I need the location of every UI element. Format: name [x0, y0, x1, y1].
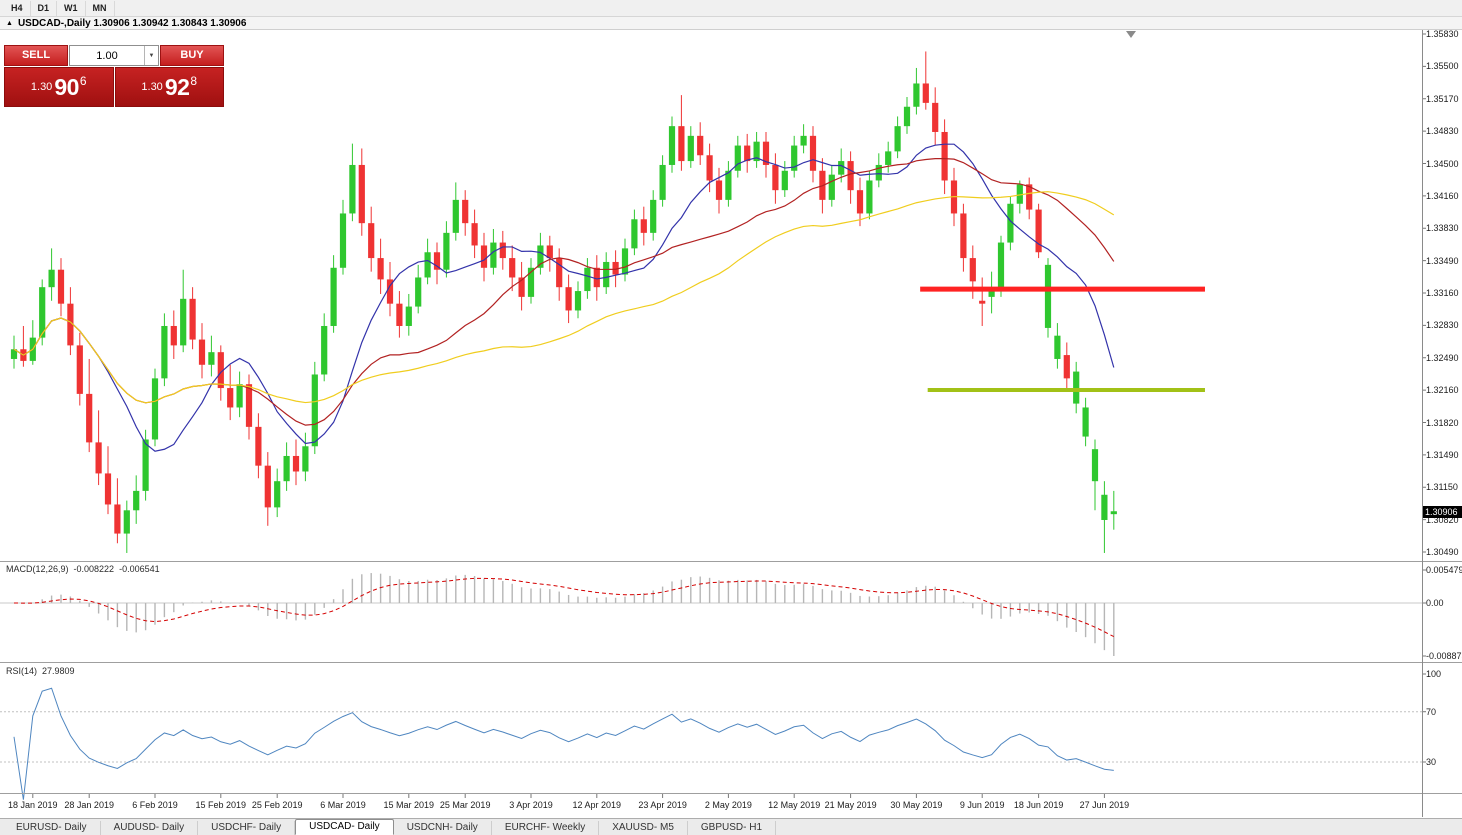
- price-axis-label: 1.32830: [1426, 320, 1459, 331]
- buy-price-pipette: 8: [190, 74, 198, 88]
- macd-axis-label: 0.005479: [1426, 565, 1462, 575]
- ma-medium-line: [13, 157, 1115, 426]
- price-axis-label: 1.33490: [1426, 255, 1459, 266]
- chart-tab-bar: EURUSD- Daily AUDUSD- Daily USDCHF- Daily U…: [0, 818, 1462, 835]
- rsi-axis-label: 70: [1426, 706, 1437, 717]
- date-axis-label: 12 May 2019: [768, 800, 821, 810]
- macd-axis-label: -0.008875: [1426, 651, 1462, 661]
- date-axis-label: 15 Mar 2019: [383, 800, 435, 810]
- date-axis-label: 25 Feb 2019: [251, 800, 303, 810]
- macd-name: MACD(12,26,9): [6, 564, 69, 574]
- ma-slow-line: [13, 191, 1115, 404]
- date-axis-label: 12 Apr 2019: [572, 800, 622, 810]
- tab-audusd-daily[interactable]: AUDUSD- Daily: [101, 821, 199, 835]
- collapse-chart-icon[interactable]: ▲: [6, 19, 13, 27]
- date-axis-label: 21 May 2019: [824, 800, 877, 810]
- price-axis-label: 1.35170: [1426, 93, 1459, 104]
- macd-signal-value: -0.006541: [119, 564, 160, 574]
- price-axis-label: 1.34500: [1426, 158, 1459, 169]
- price-axis-label: 1.31820: [1426, 417, 1459, 428]
- candlestick-series[interactable]: [10, 51, 1117, 553]
- timeframe-button-mn[interactable]: MN: [86, 0, 115, 16]
- date-axis-label: 2 May 2019: [704, 800, 752, 810]
- tab-gbpusd-h1[interactable]: GBPUSD- H1: [688, 821, 777, 835]
- rsi-name: RSI(14): [6, 666, 38, 676]
- sell-price-prefix: 1.30: [30, 81, 53, 93]
- date-axis-label: 18 Jan 2019: [8, 800, 58, 810]
- price-axis-label: 1.33830: [1426, 223, 1459, 234]
- price-axis-label: 1.33160: [1426, 288, 1459, 298]
- price-axis-label: 1.35830: [1426, 29, 1459, 39]
- price-axis-label: 1.31150: [1426, 482, 1458, 493]
- tab-usdchf-daily[interactable]: USDCHF- Daily: [198, 821, 296, 835]
- date-axis-label: 9 Jun 2019: [959, 800, 1005, 810]
- buy-price-pips: 92: [164, 73, 190, 100]
- date-axis-label: 28 Jan 2019: [64, 800, 114, 810]
- price-axis-label: 1.30490: [1426, 547, 1459, 557]
- macd-histogram: [22, 573, 1115, 656]
- price-axis-label: 1.35500: [1426, 61, 1459, 72]
- axis-ticks: [32, 33, 1426, 798]
- rsi-axis-label: 30: [1426, 757, 1437, 767]
- timeframe-button-h4[interactable]: H4: [4, 0, 31, 16]
- tab-usdcad-daily[interactable]: USDCAD- Daily: [295, 819, 394, 835]
- macd-axis-label: 0.00: [1426, 598, 1444, 608]
- current-price-badge: 1.30906: [1423, 505, 1462, 518]
- timeframe-toolbar: H4 D1 W1 MN: [0, 0, 1462, 17]
- rsi-label: RSI(14) 27.9809: [6, 666, 80, 676]
- date-axis-label: 23 Apr 2019: [638, 800, 687, 810]
- date-axis-label: 25 Mar 2019: [439, 800, 491, 810]
- timeframe-button-d1[interactable]: D1: [31, 0, 58, 16]
- rsi-axis-label: 100: [1426, 669, 1442, 679]
- timeframe-button-w1[interactable]: W1: [57, 0, 86, 16]
- sell-price-button[interactable]: 1.30 90 6: [4, 67, 114, 107]
- one-click-trading-panel: SELL 1.00 ▼ BUY 1.30 90 6 1.30 92 8: [4, 45, 224, 107]
- price-axis-label: 1.30820: [1426, 514, 1459, 525]
- sell-price-pipette: 6: [79, 74, 87, 88]
- price-axis-label: 1.34830: [1426, 126, 1459, 137]
- buy-price-button[interactable]: 1.30 92 8: [114, 67, 224, 107]
- date-axis-label: 6 Mar 2019: [320, 800, 366, 810]
- macd-label: MACD(12,26,9) -0.008222 -0.006541: [6, 564, 165, 574]
- buy-button[interactable]: BUY: [160, 45, 224, 66]
- chart-title-bar: ▲ USDCAD-,Daily 1.30906 1.30942 1.30843 …: [0, 17, 1462, 30]
- price-axis-label: 1.31490: [1426, 449, 1459, 460]
- date-axis-label: 27 Jun 2019: [1079, 800, 1130, 810]
- axis-separator: [0, 793, 1462, 794]
- buy-price-prefix: 1.30: [141, 81, 163, 93]
- tab-usdcnh-daily[interactable]: USDCNH- Daily: [394, 821, 492, 835]
- panel-splitter[interactable]: [0, 561, 1462, 562]
- tab-eurusd-daily[interactable]: EURUSD- Daily: [3, 821, 101, 835]
- price-axis-label: 1.32160: [1426, 385, 1459, 396]
- date-axis-label: 30 May 2019: [890, 800, 943, 810]
- macd-signal-line: [13, 577, 1115, 638]
- volume-input[interactable]: 1.00 ▼: [69, 45, 159, 66]
- sell-button[interactable]: SELL: [4, 45, 68, 66]
- date-axis-label: 3 Apr 2019: [509, 800, 553, 810]
- chart-shift-marker-icon[interactable]: [1126, 31, 1136, 38]
- volume-dropdown-icon[interactable]: ▼: [144, 46, 158, 65]
- price-axis-label: 1.34160: [1426, 190, 1459, 201]
- date-axis-label: 6 Feb 2019: [132, 800, 178, 810]
- ma-fast-line: [13, 143, 1115, 452]
- price-axis-separator: [1422, 30, 1423, 817]
- tab-xauusd-m5[interactable]: XAUUSD- M5: [599, 821, 688, 835]
- chart-title: USDCAD-,Daily 1.30906 1.30942 1.30843 1.…: [17, 17, 247, 29]
- macd-main-value: -0.008222: [73, 564, 115, 574]
- volume-value: 1.00: [96, 49, 118, 62]
- tab-eurchf-weekly[interactable]: EURCHF- Weekly: [492, 821, 600, 835]
- date-axis-label: 15 Feb 2019: [195, 800, 247, 810]
- sell-price-pips: 90: [54, 73, 79, 100]
- rsi-line: [13, 687, 1114, 800]
- rsi-value: 27.9809: [42, 666, 75, 676]
- panel-splitter[interactable]: [0, 662, 1462, 663]
- date-axis-label: 18 Jun 2019: [1013, 800, 1064, 810]
- price-axis-label: 1.32490: [1426, 352, 1459, 363]
